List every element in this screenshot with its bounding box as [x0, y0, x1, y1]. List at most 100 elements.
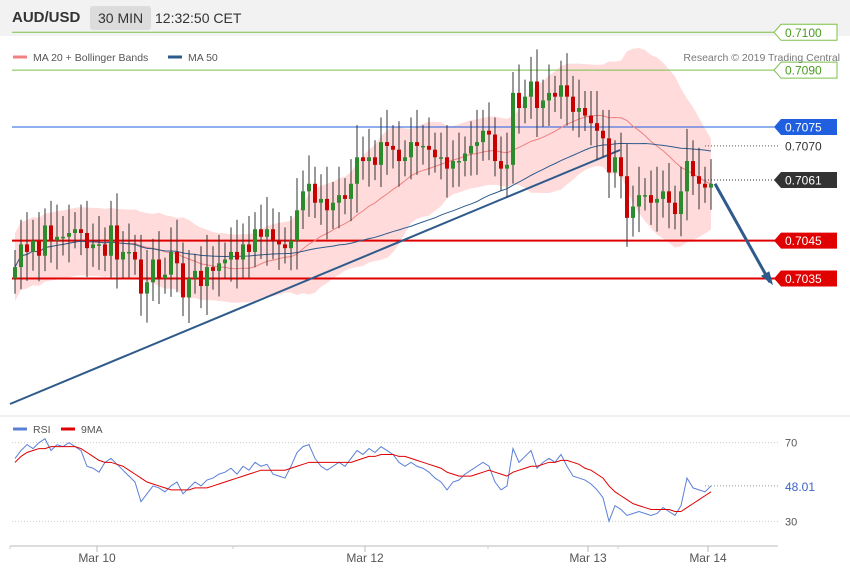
candle-body [547, 92, 551, 101]
candle-body [49, 225, 53, 241]
candle-body [139, 259, 143, 294]
rsi-ma9-line [14, 446, 712, 512]
candle-body [637, 195, 641, 207]
candle-body [61, 236, 65, 239]
candle-body [667, 191, 671, 203]
candle-body [73, 229, 77, 234]
candle-body [337, 195, 341, 203]
candle-body [325, 198, 329, 211]
candle-body [469, 145, 473, 154]
candle-body [283, 244, 287, 249]
candle-body [169, 251, 173, 275]
candle-body [493, 134, 497, 162]
candle-body [649, 195, 653, 203]
price-tag-0.7061: 0.7061 [774, 171, 837, 188]
candle-body [355, 157, 359, 184]
candle-body [307, 183, 311, 192]
candle-body [91, 244, 95, 249]
header-bar: AUD/USD 30 MIN 12:32:50 CET [0, 0, 850, 36]
candle-body [427, 145, 431, 150]
candle-body [433, 149, 437, 158]
candle-body [517, 92, 521, 109]
candle-body [397, 149, 401, 162]
candle-body [529, 81, 533, 97]
candle-body [115, 225, 119, 260]
candle-body [193, 270, 197, 279]
candle-body [289, 240, 293, 249]
price-tag-0.7090: 0.7090 [773, 61, 838, 79]
x-tick-label: Mar 10 [78, 551, 116, 565]
candle-body [367, 157, 371, 162]
candle-body [175, 251, 179, 264]
candle-body [457, 161, 461, 163]
x-tick-label: Mar 12 [346, 551, 384, 565]
rsi-line [14, 438, 712, 523]
candle-body [691, 161, 695, 177]
candle-body [313, 183, 317, 203]
candle-body [277, 240, 281, 245]
candle-body [235, 251, 239, 260]
price-tag-0.7075: 0.7075 [774, 118, 837, 135]
price-tag-0.7100: 0.7100 [773, 23, 838, 41]
candle-body [703, 183, 707, 188]
candle-body [553, 92, 557, 97]
candle-body [13, 267, 17, 279]
clock-label: 12:32:50 CET [155, 10, 242, 26]
candle-body [463, 153, 467, 162]
candle-body [121, 251, 125, 260]
rsi-legend-label-0: RSI [33, 424, 51, 436]
candle-body [247, 244, 251, 252]
candle-body [31, 240, 35, 252]
price-tag-label: 0.7045 [785, 234, 822, 248]
candle-body [439, 157, 443, 159]
candle-body [253, 229, 257, 252]
candle-body [661, 191, 665, 199]
candle-body [697, 176, 701, 184]
candle-body [205, 267, 209, 287]
candle-body [349, 183, 353, 199]
price-tag-0.7045: 0.7045 [774, 232, 837, 249]
candle-body [409, 142, 413, 158]
candle-body [85, 233, 89, 249]
rsi-level-label: 70 [785, 438, 797, 450]
price-tag-box [773, 23, 838, 41]
candle-body [157, 259, 161, 279]
candle-body [475, 142, 479, 146]
timeframe-button[interactable]: 30 MIN [90, 6, 152, 30]
price-tag-0.7035: 0.7035 [774, 270, 837, 287]
price-tag-box [774, 232, 837, 249]
candle-body [625, 176, 629, 218]
price-tag-box [774, 118, 837, 135]
candle-body [265, 229, 269, 237]
candle-body [685, 161, 689, 192]
candle-body [415, 142, 419, 146]
candle-body [271, 229, 275, 241]
candle-body [631, 206, 635, 218]
candle-body [445, 157, 449, 169]
candle-body [505, 164, 509, 169]
candle-body [103, 244, 107, 256]
candle-body [145, 282, 149, 294]
candle-body [523, 96, 527, 109]
x-tick-label: Mar 13 [569, 551, 607, 565]
candle-body [223, 259, 227, 264]
candle-body [577, 108, 581, 112]
candle-body [133, 251, 137, 260]
candle-body [709, 183, 713, 188]
price-tag-label: 0.7035 [785, 272, 822, 286]
price-tag-label: 0.7100 [785, 26, 822, 40]
forecast-arrow [713, 183, 772, 283]
legend-label-0: MA 20 + Bollinger Bands [33, 52, 148, 64]
symbol-label[interactable]: AUD/USD [12, 9, 81, 26]
candle-body [679, 191, 683, 215]
candle-body [559, 85, 563, 97]
rsi-legend-label-1: 9MA [81, 424, 103, 436]
candle-body [43, 225, 47, 256]
candle-body [607, 138, 611, 173]
candle-body [373, 157, 377, 165]
candle-body [481, 130, 485, 143]
candle-body [163, 274, 167, 279]
candle-body [259, 229, 263, 237]
candle-body [97, 244, 101, 246]
candle-body [301, 191, 305, 211]
